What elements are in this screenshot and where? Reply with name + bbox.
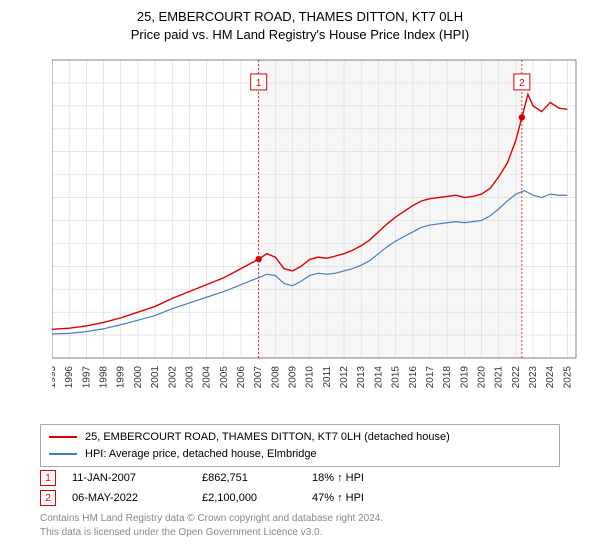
svg-text:1997: 1997 [81,366,92,389]
footer-attribution: Contains HM Land Registry data © Crown c… [40,512,383,539]
svg-text:1996: 1996 [64,366,75,389]
svg-text:1999: 1999 [116,366,127,389]
legend: 25, EMBERCOURT ROAD, THAMES DITTON, KT7 … [40,424,560,467]
title-line2: Price paid vs. HM Land Registry's House … [0,26,600,44]
sale-row-1: 1 11-JAN-2007 £862,751 18% ↑ HPI [40,468,432,488]
svg-text:2017: 2017 [425,366,436,389]
svg-text:2007: 2007 [253,366,264,389]
svg-text:2001: 2001 [150,366,161,389]
svg-text:2023: 2023 [528,366,539,389]
svg-text:2015: 2015 [391,366,402,389]
svg-text:1: 1 [256,78,262,89]
svg-text:2006: 2006 [236,366,247,389]
legend-row-1: 25, EMBERCOURT ROAD, THAMES DITTON, KT7 … [49,429,551,446]
legend-label-2: HPI: Average price, detached house, Elmb… [85,446,317,463]
svg-text:2004: 2004 [202,366,213,389]
svg-text:2011: 2011 [322,366,333,388]
svg-text:2013: 2013 [356,366,367,389]
sale-price-2: £2,100,000 [202,492,312,504]
svg-text:2020: 2020 [477,366,488,389]
svg-text:2: 2 [519,78,525,89]
svg-text:1995: 1995 [52,366,58,389]
svg-text:2002: 2002 [167,366,178,389]
footer-line1: Contains HM Land Registry data © Crown c… [40,512,383,526]
svg-text:2024: 2024 [545,366,556,389]
svg-text:2016: 2016 [408,366,419,389]
price-chart: £0£200K£400K£600K£800K£1M£1.2M£1.4M£1.6M… [52,54,582,394]
svg-text:2005: 2005 [219,366,230,389]
sale-marker-1: 1 [40,470,56,486]
sale-delta-2: 47% ↑ HPI [312,492,432,504]
svg-text:2010: 2010 [305,366,316,389]
svg-text:2025: 2025 [562,366,573,389]
sale-price-1: £862,751 [202,472,312,484]
svg-text:2014: 2014 [373,366,384,389]
sale-date-2: 06-MAY-2022 [72,492,202,504]
svg-text:2019: 2019 [459,366,470,389]
svg-text:2012: 2012 [339,366,350,389]
legend-label-1: 25, EMBERCOURT ROAD, THAMES DITTON, KT7 … [85,429,450,446]
svg-text:2009: 2009 [288,366,299,389]
sale-date-1: 11-JAN-2007 [72,472,202,484]
title-line1: 25, EMBERCOURT ROAD, THAMES DITTON, KT7 … [0,8,600,26]
chart-title: 25, EMBERCOURT ROAD, THAMES DITTON, KT7 … [0,0,600,43]
svg-text:1998: 1998 [99,366,110,389]
svg-text:2000: 2000 [133,366,144,389]
svg-text:2018: 2018 [442,366,453,389]
sale-row-2: 2 06-MAY-2022 £2,100,000 47% ↑ HPI [40,488,432,508]
sale-marker-2: 2 [40,490,56,506]
svg-text:2021: 2021 [494,366,505,389]
sale-delta-1: 18% ↑ HPI [312,472,432,484]
sale-events: 1 11-JAN-2007 £862,751 18% ↑ HPI 2 06-MA… [40,468,432,508]
svg-text:2003: 2003 [184,366,195,389]
svg-text:2022: 2022 [511,366,522,389]
legend-swatch-1 [49,436,77,438]
svg-text:2008: 2008 [270,366,281,389]
legend-swatch-2 [49,453,77,455]
footer-line2: This data is licensed under the Open Gov… [40,526,383,540]
legend-row-2: HPI: Average price, detached house, Elmb… [49,446,551,463]
